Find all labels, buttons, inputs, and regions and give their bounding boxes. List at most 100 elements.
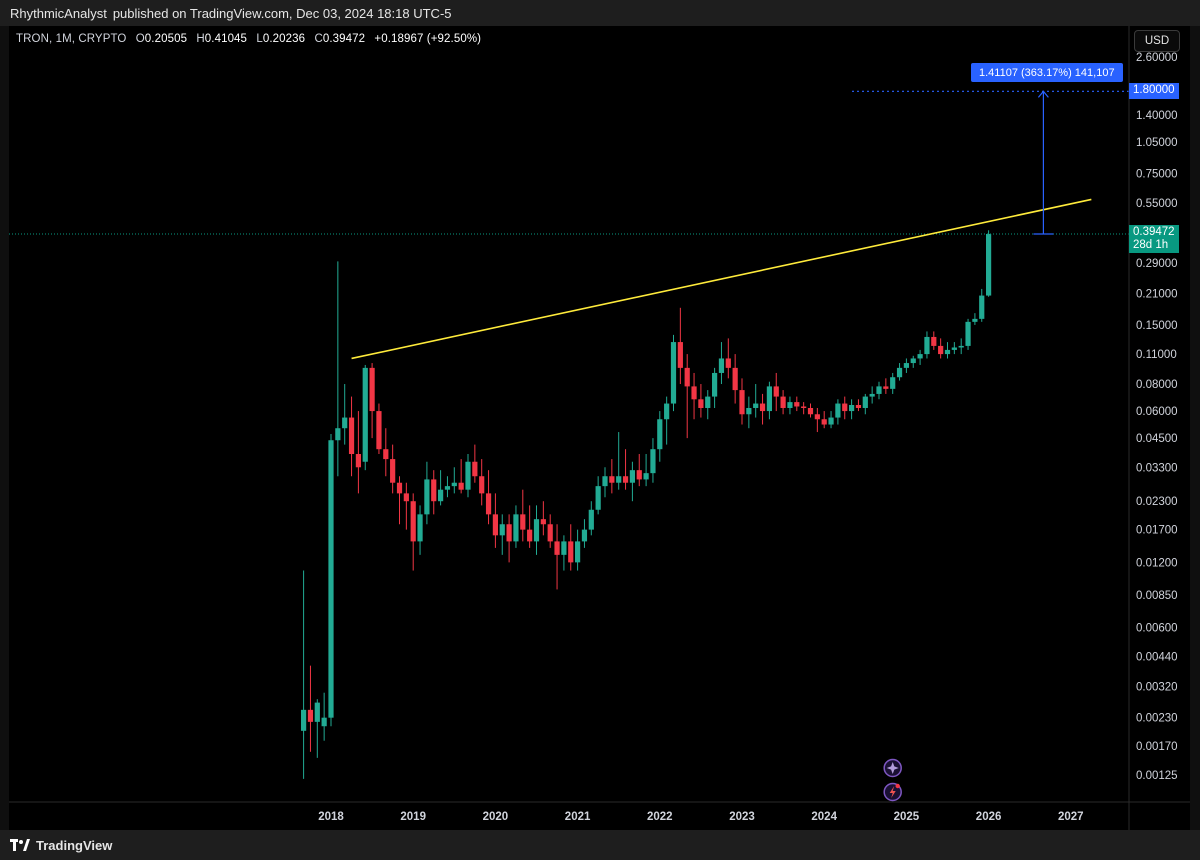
candle[interactable]	[944, 342, 951, 359]
candle[interactable]	[931, 331, 937, 350]
candle[interactable]	[410, 493, 416, 571]
candle[interactable]	[307, 665, 314, 752]
candle[interactable]	[520, 489, 526, 542]
candle[interactable]	[828, 411, 834, 429]
candle[interactable]	[814, 407, 820, 433]
candle[interactable]	[849, 399, 855, 420]
candle[interactable]	[348, 396, 355, 477]
candle[interactable]	[780, 390, 786, 415]
candle[interactable]	[465, 454, 471, 498]
candle[interactable]	[938, 338, 944, 359]
candle[interactable]	[472, 444, 478, 483]
candle[interactable]	[732, 354, 738, 404]
candle[interactable]	[657, 411, 663, 462]
candle[interactable]	[403, 482, 409, 530]
candle[interactable]	[533, 505, 540, 555]
candle[interactable]	[753, 384, 759, 418]
candle[interactable]	[684, 354, 690, 439]
candle[interactable]	[581, 519, 588, 548]
candle[interactable]	[972, 313, 978, 325]
footer-brand[interactable]: TradingView	[36, 837, 113, 853]
candle[interactable]	[746, 396, 752, 429]
candle[interactable]	[807, 403, 814, 418]
candle[interactable]	[718, 342, 725, 385]
candle[interactable]	[958, 338, 964, 355]
candle[interactable]	[588, 501, 594, 536]
candle[interactable]	[986, 230, 992, 297]
candle[interactable]	[417, 505, 423, 555]
candle[interactable]	[629, 461, 635, 502]
candle[interactable]	[301, 570, 307, 779]
event-lightning-icon[interactable]	[883, 782, 902, 802]
candle[interactable]	[643, 454, 649, 487]
candle[interactable]	[705, 390, 711, 420]
trendline[interactable]	[351, 198, 1092, 360]
candle[interactable]	[328, 434, 334, 727]
candle[interactable]	[787, 396, 793, 415]
chart-area[interactable]: 2.60000 1.80000 1.40000 1.05000 0.75000 0.550…	[9, 26, 1190, 830]
candle[interactable]	[670, 334, 677, 412]
candle[interactable]	[424, 461, 430, 525]
candle[interactable]	[561, 535, 567, 571]
candle[interactable]	[698, 384, 704, 418]
candle[interactable]	[896, 363, 903, 381]
candle[interactable]	[362, 364, 368, 471]
candle[interactable]	[492, 493, 498, 548]
candle[interactable]	[554, 524, 560, 590]
candle[interactable]	[451, 467, 457, 494]
candle[interactable]	[485, 470, 492, 525]
price-chart[interactable]: 2.60000 1.80000 1.40000 1.05000 0.75000 0.550…	[9, 26, 1190, 830]
candle[interactable]	[431, 470, 437, 515]
candle[interactable]	[609, 459, 615, 494]
candle[interactable]	[479, 459, 485, 506]
candle[interactable]	[376, 403, 382, 455]
candle[interactable]	[664, 396, 670, 445]
candle[interactable]	[527, 505, 533, 548]
candle[interactable]	[712, 367, 718, 408]
candle[interactable]	[369, 363, 375, 439]
candle[interactable]	[342, 384, 348, 445]
candle[interactable]	[869, 386, 875, 404]
candle[interactable]	[773, 372, 779, 412]
candle[interactable]	[862, 393, 868, 415]
candle[interactable]	[876, 381, 882, 400]
candle[interactable]	[855, 399, 862, 412]
candle[interactable]	[636, 454, 642, 487]
candle[interactable]	[595, 476, 601, 515]
candle[interactable]	[383, 428, 389, 477]
currency-button[interactable]: USD	[1134, 30, 1180, 52]
candle[interactable]	[842, 396, 848, 420]
candle[interactable]	[547, 514, 553, 548]
candle[interactable]	[513, 505, 519, 548]
candle[interactable]	[335, 261, 341, 477]
candle[interactable]	[979, 288, 985, 322]
candle[interactable]	[965, 318, 971, 350]
candle[interactable]	[499, 514, 505, 555]
candle[interactable]	[314, 699, 320, 758]
candle[interactable]	[821, 411, 827, 429]
candle[interactable]	[801, 402, 807, 415]
candle[interactable]	[650, 438, 656, 483]
candle[interactable]	[924, 331, 930, 359]
candle[interactable]	[794, 396, 800, 412]
candle[interactable]	[622, 449, 629, 490]
candle[interactable]	[616, 432, 622, 490]
candle[interactable]	[444, 476, 451, 498]
candle[interactable]	[355, 411, 361, 494]
candle[interactable]	[691, 372, 697, 420]
candle[interactable]	[390, 444, 396, 494]
candle[interactable]	[766, 381, 772, 420]
candle[interactable]	[883, 378, 889, 394]
candle[interactable]	[438, 470, 444, 506]
candle[interactable]	[759, 393, 766, 425]
candle[interactable]	[903, 358, 909, 373]
candle[interactable]	[540, 501, 546, 536]
symbol-label[interactable]: TRON, 1M, CRYPTO	[16, 33, 127, 45]
candle[interactable]	[568, 524, 574, 571]
event-star-icon[interactable]	[883, 758, 902, 778]
candle[interactable]	[321, 692, 327, 741]
candle[interactable]	[739, 378, 745, 425]
candle[interactable]	[575, 529, 581, 571]
candle[interactable]	[677, 307, 683, 385]
candle[interactable]	[396, 476, 403, 525]
